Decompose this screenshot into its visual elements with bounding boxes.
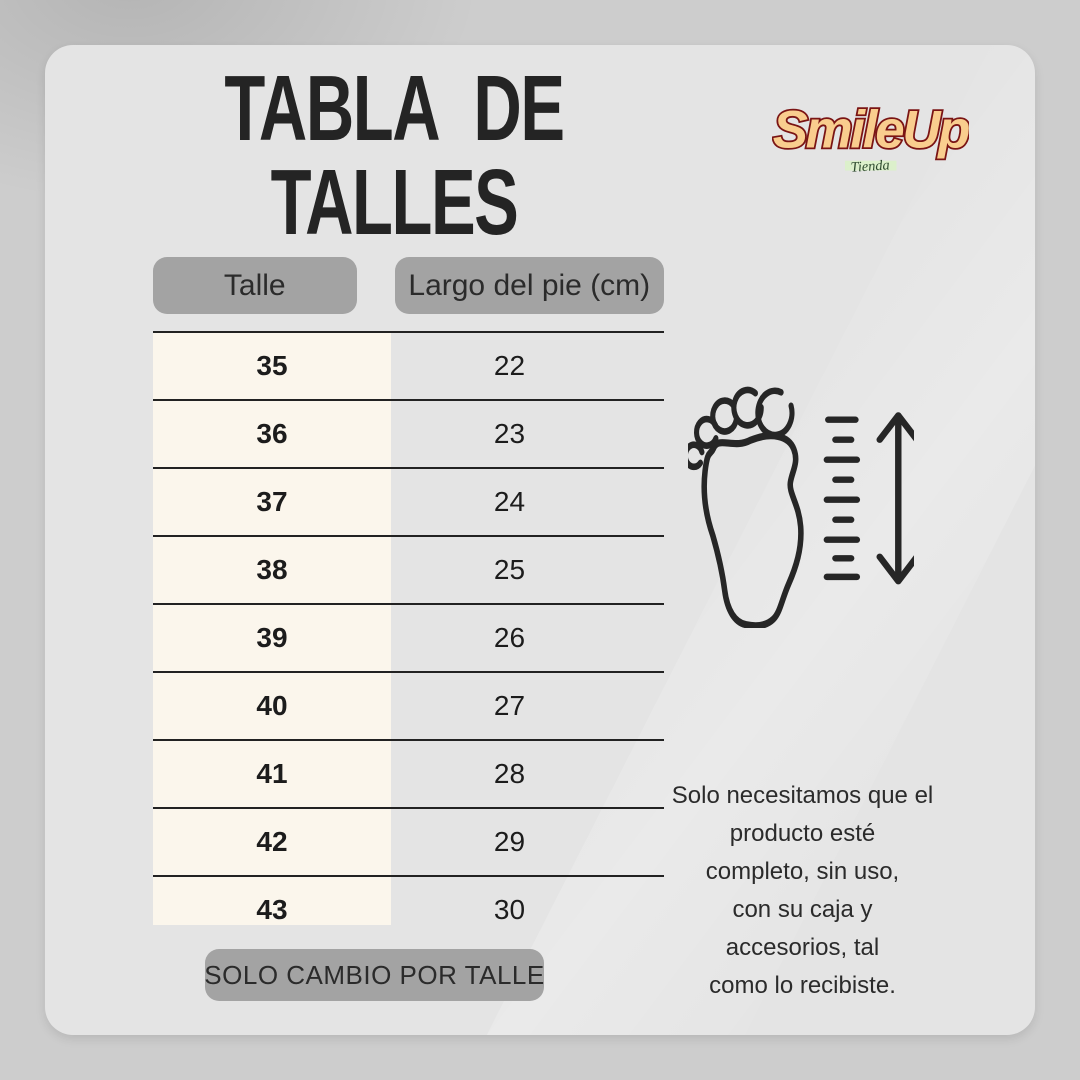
svg-text:Tienda: Tienda xyxy=(850,157,890,176)
svg-text:SmileUp: SmileUp xyxy=(773,100,969,159)
